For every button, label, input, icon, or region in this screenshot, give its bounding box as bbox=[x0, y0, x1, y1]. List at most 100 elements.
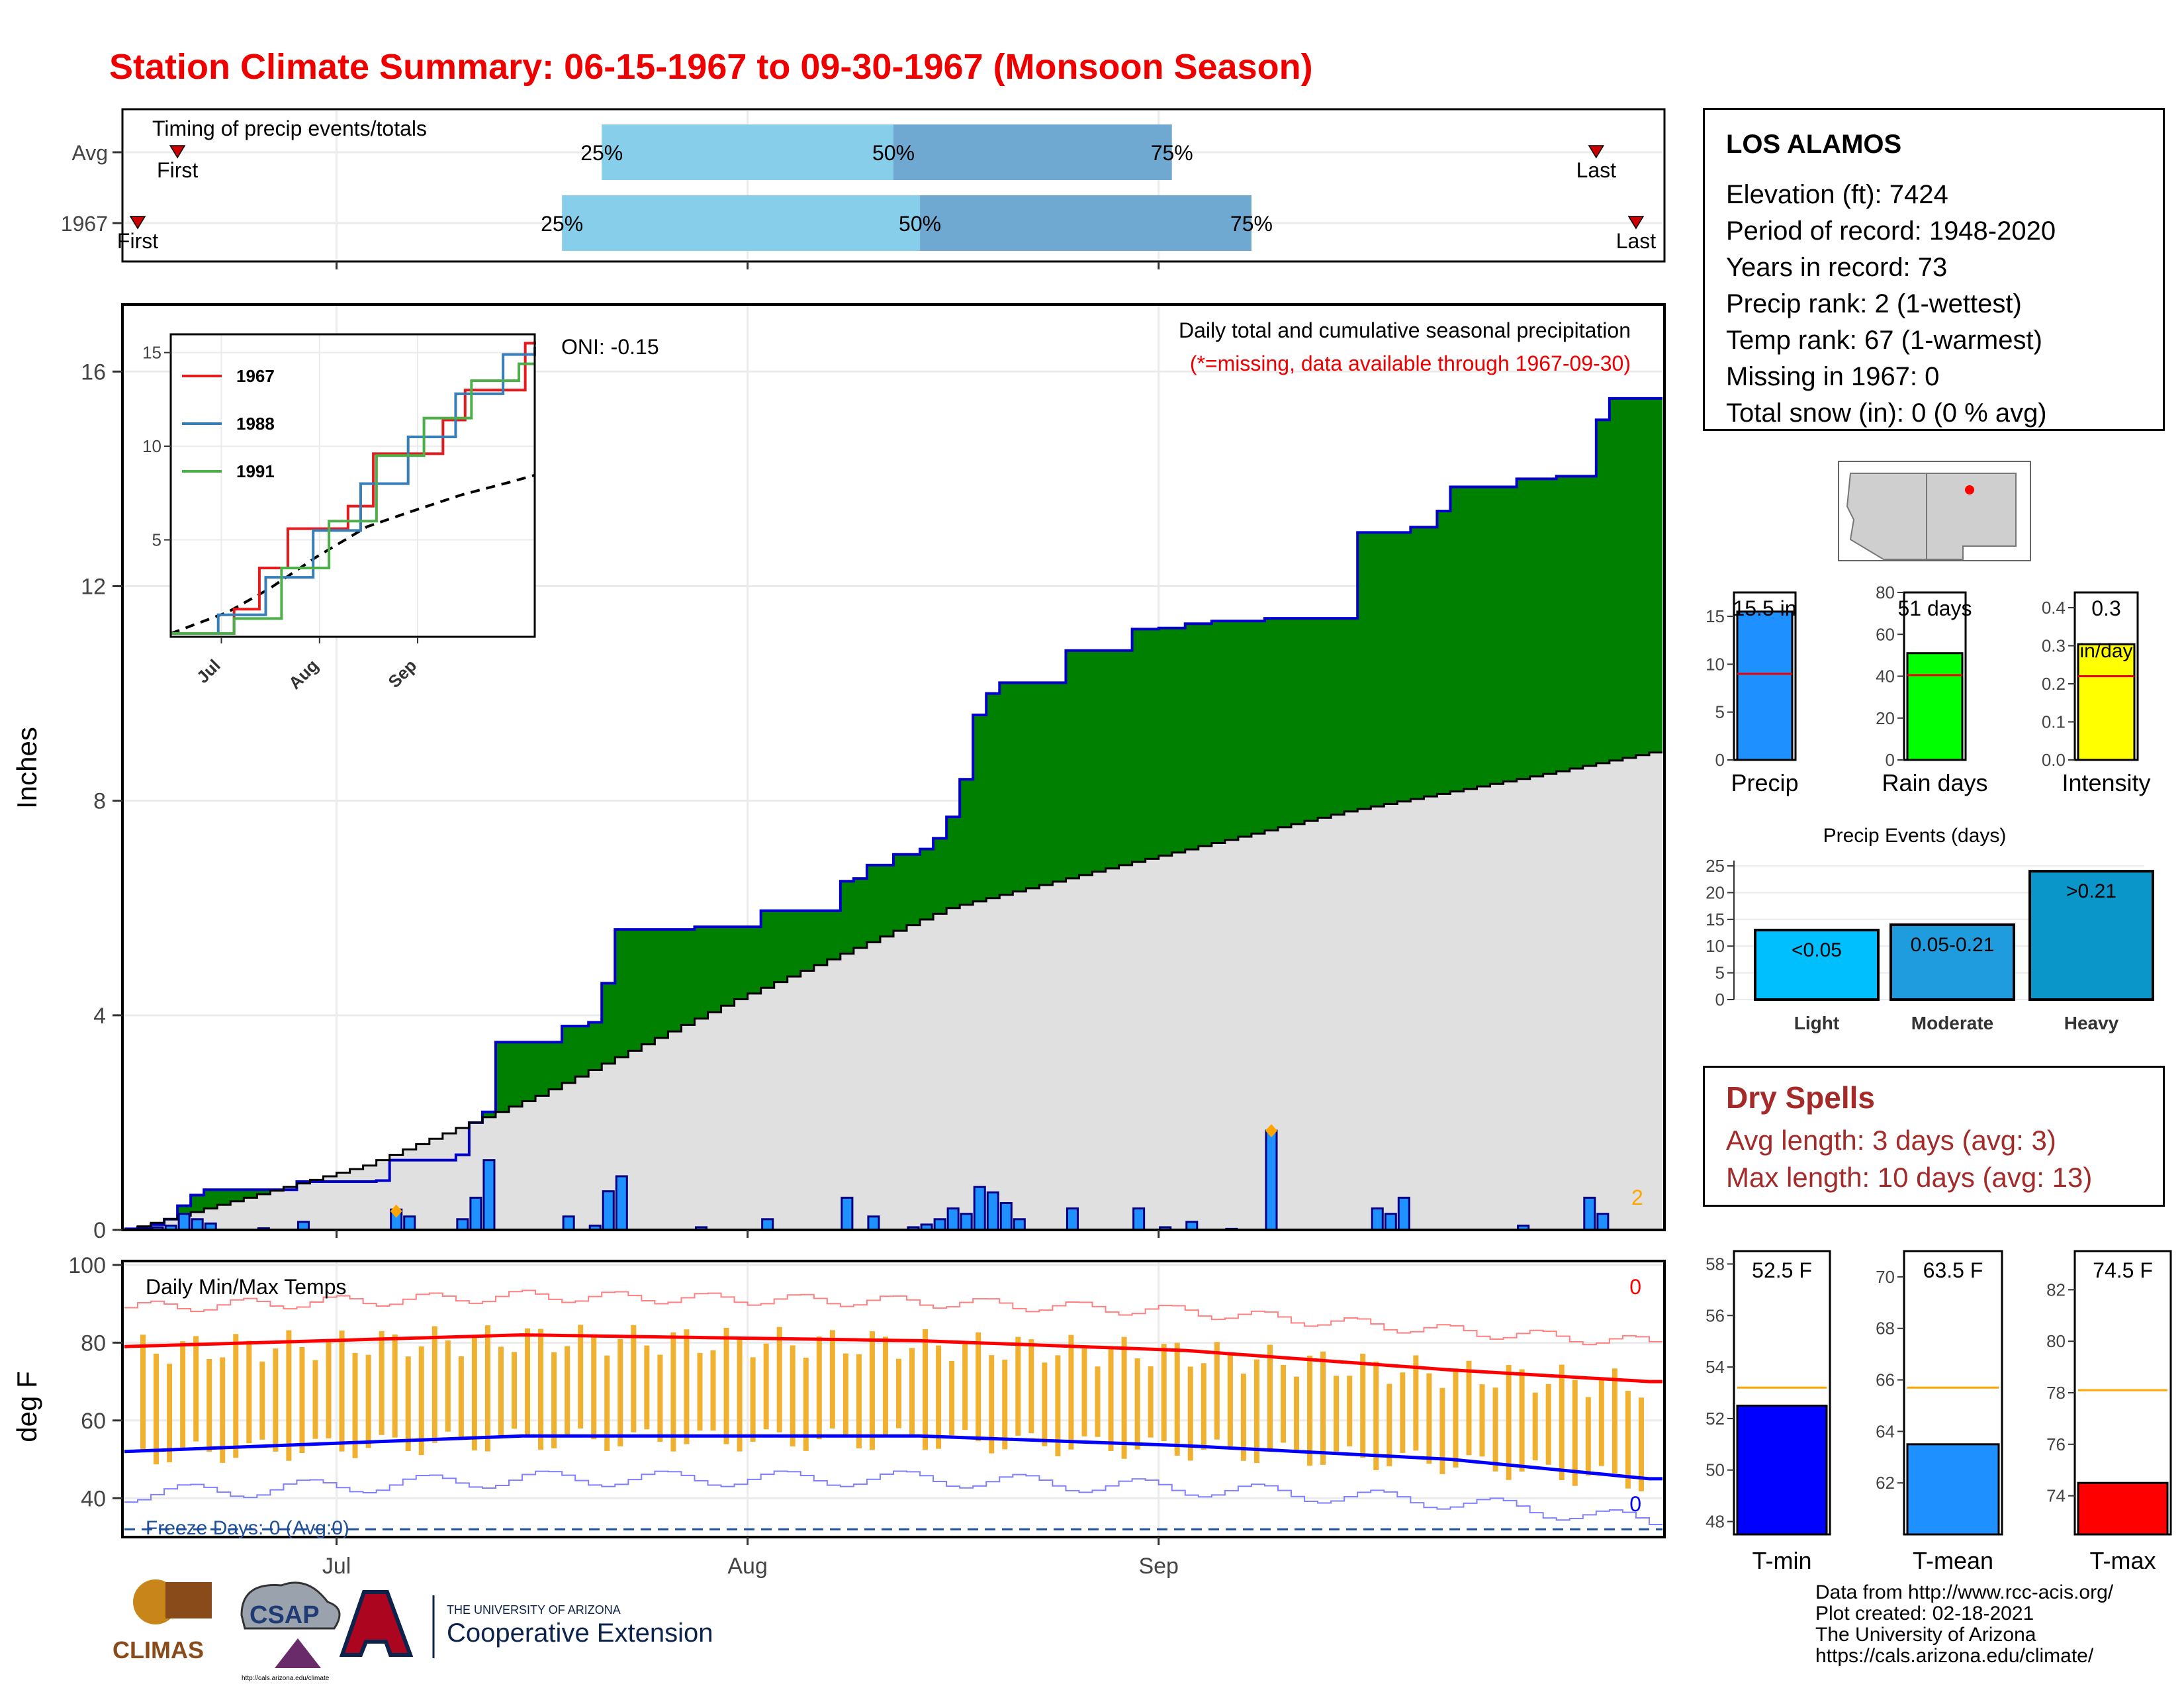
summary-bar-value: 51 days bbox=[1897, 596, 1972, 620]
temp-summary-fill bbox=[2077, 1481, 2169, 1536]
events-bar-inner-label: 0.05-0.21 bbox=[1911, 934, 1995, 956]
daily-temp-range-bar bbox=[923, 1329, 929, 1450]
daily-temp-range-bar bbox=[1572, 1380, 1578, 1486]
daily-temp-range-bar bbox=[790, 1345, 796, 1447]
daily-temp-range-bar bbox=[1307, 1355, 1313, 1466]
record-low-line bbox=[124, 1470, 1662, 1525]
daily-temp-range-bar bbox=[233, 1334, 239, 1458]
daily-temp-range-bar bbox=[816, 1336, 822, 1440]
main-precip-chart: Inches 0 4 8 12 16 Daily total and cumulativ… bbox=[11, 303, 1666, 1243]
average-cumulative-line bbox=[124, 751, 1662, 1231]
daily-temp-range-bar bbox=[140, 1335, 146, 1452]
daily-temp-range-bar bbox=[1068, 1335, 1074, 1450]
daily-temp-range-bar bbox=[1055, 1355, 1061, 1457]
daily-temp-range-bar bbox=[1400, 1372, 1406, 1453]
daily-temp-range-bar bbox=[498, 1346, 504, 1438]
daily-temp-range-bar bbox=[631, 1325, 637, 1432]
temp-summary-ytick-label: 68 bbox=[1876, 1319, 1895, 1338]
timing-row-label: Avg bbox=[71, 141, 108, 165]
daily-temp-range-bar bbox=[1585, 1397, 1591, 1476]
temp-summary-label: T-min bbox=[1752, 1547, 1812, 1574]
daily-temp-range-bar bbox=[976, 1332, 981, 1442]
daily-temp-range-bar bbox=[1598, 1379, 1604, 1466]
temp-summary-ytick-label: 64 bbox=[1876, 1421, 1895, 1441]
temp-summary-label: T-mean bbox=[1913, 1547, 1993, 1574]
daily-temp-range-bar bbox=[220, 1357, 226, 1463]
daily-temp-range-bar bbox=[1360, 1354, 1366, 1458]
daily-temp-range-bar bbox=[312, 1360, 318, 1439]
temp-summary-ytick-label: 76 bbox=[2046, 1434, 2066, 1454]
temp-summary-ytick-label: 80 bbox=[2046, 1331, 2066, 1351]
daily-temp-range-bar bbox=[1387, 1383, 1392, 1467]
daily-temp-range-bar bbox=[154, 1353, 159, 1465]
daily-temp-range-bar bbox=[167, 1364, 173, 1463]
daily-temp-range-bar bbox=[856, 1354, 862, 1448]
daily-temp-range-bar bbox=[1134, 1358, 1140, 1450]
daily-temp-range-bar bbox=[525, 1328, 531, 1437]
summary-bar-value: 0.3 bbox=[2091, 596, 2120, 620]
daily-temp-range-bar bbox=[1545, 1383, 1551, 1465]
daily-temp-range-bar bbox=[1532, 1392, 1538, 1461]
daily-temp-range-bar bbox=[1492, 1387, 1498, 1472]
daily-temp-range-bar bbox=[471, 1336, 477, 1451]
temp-summary-fill bbox=[1736, 1404, 1828, 1536]
inset-legend-label: 1967 bbox=[236, 366, 275, 386]
temp-summary-t-mean: 62 64 66 68 70 63.5 F T-mean bbox=[1876, 1250, 2003, 1574]
temp-summary-ytick-label: 50 bbox=[1706, 1460, 1725, 1480]
daily-temp-range-bar bbox=[1267, 1344, 1273, 1451]
csap-logo: CSAP http://cals.arizona.edu/climate bbox=[240, 1581, 341, 1682]
temp-ytick-label: 80 bbox=[81, 1331, 106, 1356]
timing-p75: 75% bbox=[1230, 212, 1273, 236]
daily-temp-range-bar bbox=[418, 1346, 424, 1456]
avg-tmin-line bbox=[124, 1434, 1662, 1481]
summary-bar-ytick-label: 20 bbox=[1876, 708, 1895, 728]
summary-bar-label: Precip bbox=[1731, 769, 1798, 796]
temp-summary-label: T-max bbox=[2089, 1547, 2156, 1574]
timing-last-marker bbox=[1588, 145, 1605, 159]
summary-bar-fill bbox=[1906, 652, 1964, 761]
main-ytick-label: 16 bbox=[81, 359, 106, 385]
climas-logo: CLIMAS bbox=[113, 1579, 212, 1664]
daily-temp-range-bar bbox=[326, 1338, 332, 1438]
daily-temp-range-bar bbox=[1439, 1387, 1445, 1474]
credit-url: https://cals.arizona.edu/climate/ bbox=[1815, 1645, 2094, 1667]
daily-temp-range-bar bbox=[180, 1341, 186, 1448]
daily-temp-range-bar bbox=[273, 1348, 279, 1452]
daily-temp-range-bar bbox=[206, 1359, 212, 1452]
temp-summary-ytick-label: 54 bbox=[1706, 1357, 1725, 1377]
station-years: Years in record: 73 bbox=[1726, 253, 1948, 282]
station-temp-rank: Temp rank: 67 (1-warmest) bbox=[1726, 326, 2042, 355]
daily-temp-range-bar bbox=[1201, 1363, 1206, 1450]
timing-p50: 50% bbox=[899, 212, 941, 236]
summary-bar-ytick-label: 0 bbox=[1715, 750, 1725, 770]
ua-line2: Cooperative Extension bbox=[447, 1618, 713, 1648]
events-bar-label: Moderate bbox=[1911, 1013, 1993, 1033]
page-title: Station Climate Summary: 06-15-1967 to 0… bbox=[109, 47, 1313, 87]
station-dot bbox=[1965, 485, 1974, 494]
events-ytick-label: 20 bbox=[1706, 882, 1725, 902]
timing-p25: 25% bbox=[541, 212, 583, 236]
daily-temp-range-bar bbox=[565, 1346, 570, 1434]
temp-summary-fill bbox=[1906, 1443, 2000, 1536]
summary-bar-ytick-label: 0.1 bbox=[2042, 712, 2066, 732]
daily-temp-range-bar bbox=[776, 1327, 782, 1432]
precip-events-chart: Precip Events (days) <0.05 Light 0.05-0.21… bbox=[1706, 825, 2154, 1033]
summary-bar-value: 15.5 in bbox=[1733, 596, 1796, 620]
temp-summary-value: 52.5 F bbox=[1752, 1258, 1812, 1282]
inset-series-1967 bbox=[171, 341, 536, 635]
temp-summary-value: 74.5 F bbox=[2093, 1258, 2153, 1282]
events-ytick-label: 15 bbox=[1706, 910, 1725, 929]
summary-bar-ytick-label: 0.4 bbox=[2042, 598, 2066, 618]
daily-temp-range-bar bbox=[578, 1325, 584, 1429]
temp-chart: deg F 40 60 80 100 Jul Aug Sep Daily Min/Max T… bbox=[11, 1253, 1666, 1579]
summary-bar-ytick-label: 0 bbox=[1886, 750, 1895, 770]
inset-ytick-label: 10 bbox=[142, 436, 161, 456]
station-missing: Missing in 1967: 0 bbox=[1726, 362, 1940, 391]
daily-temp-range-bar bbox=[458, 1356, 464, 1437]
temp-summary-value: 63.5 F bbox=[1923, 1258, 1983, 1282]
daily-temp-range-bar bbox=[1214, 1342, 1220, 1440]
summary-bar-ytick-label: 0.2 bbox=[2042, 674, 2066, 694]
timing-row-label: 1967 bbox=[61, 212, 108, 236]
events-bar-label: Light bbox=[1794, 1013, 1839, 1033]
